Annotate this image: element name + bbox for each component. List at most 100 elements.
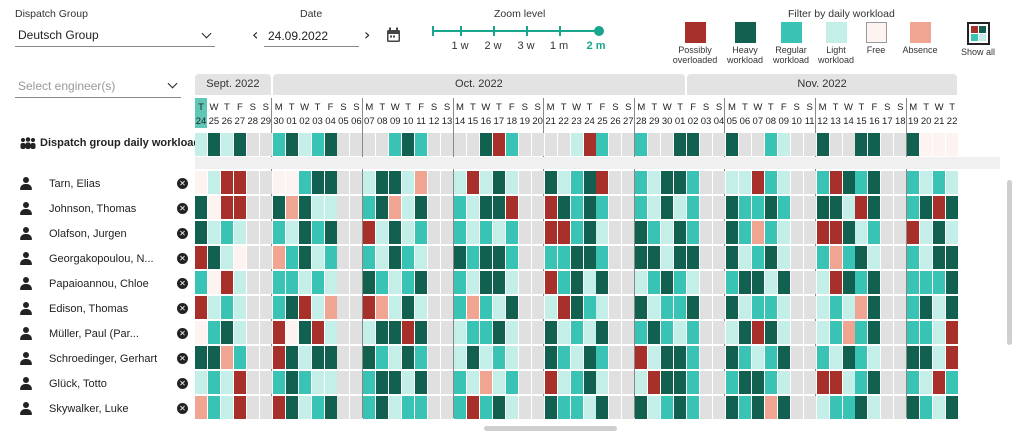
engineer-workload-cell[interactable] xyxy=(829,171,842,194)
engineer-workload-cell[interactable] xyxy=(311,371,324,394)
dispatch-group-select[interactable]: Deutsch Group xyxy=(15,24,215,47)
engineer-workload-cell[interactable] xyxy=(492,321,505,344)
engineer-workload-cell[interactable] xyxy=(764,196,777,219)
engineer-workload-cell[interactable] xyxy=(816,346,829,369)
group-workload-cell[interactable] xyxy=(544,133,557,156)
engineer-workload-cell[interactable] xyxy=(855,296,868,319)
engineer-workload-cell[interactable] xyxy=(881,346,894,369)
filter-possibly-overloaded[interactable]: Possibly overloaded xyxy=(665,22,725,65)
engineer-workload-cell[interactable] xyxy=(687,396,700,419)
engineer-workload-cell[interactable] xyxy=(816,371,829,394)
engineer-workload-cell[interactable] xyxy=(687,371,700,394)
engineer-workload-cell[interactable] xyxy=(246,171,259,194)
engineer-workload-cell[interactable] xyxy=(195,346,207,369)
engineer-workload-cell[interactable] xyxy=(829,346,842,369)
zoom-slider-track[interactable] xyxy=(433,30,599,32)
group-workload-cell[interactable] xyxy=(933,133,946,156)
engineer-workload-cell[interactable] xyxy=(298,196,311,219)
engineer-workload-cell[interactable] xyxy=(454,171,466,194)
engineer-workload-cell[interactable] xyxy=(622,271,635,294)
engineer-workload-cell[interactable] xyxy=(259,221,272,244)
engineer-workload-cell[interactable] xyxy=(907,196,920,219)
group-workload-cell[interactable] xyxy=(570,133,583,156)
group-workload-cell[interactable] xyxy=(816,133,829,156)
engineer-workload-cell[interactable] xyxy=(311,246,324,269)
engineer-workload-cell[interactable] xyxy=(479,246,492,269)
engineer-workload-cell[interactable] xyxy=(894,221,907,244)
engineer-workload-cell[interactable] xyxy=(725,321,738,344)
engineer-workload-cell[interactable] xyxy=(363,296,376,319)
group-workload-cell[interactable] xyxy=(454,133,466,156)
engineer-workload-cell[interactable] xyxy=(441,396,454,419)
engineer-workload-cell[interactable] xyxy=(246,246,259,269)
zoom-option-1m[interactable]: 1 m xyxy=(549,40,569,52)
engineer-workload-cell[interactable] xyxy=(246,221,259,244)
engineer-workload-cell[interactable] xyxy=(570,346,583,369)
engineer-workload-cell[interactable] xyxy=(816,196,829,219)
engineer-workload-cell[interactable] xyxy=(557,371,570,394)
engineer-workload-cell[interactable] xyxy=(583,346,596,369)
engineer-workload-cell[interactable] xyxy=(751,321,764,344)
engineer-workload-cell[interactable] xyxy=(700,271,713,294)
engineer-workload-cell[interactable] xyxy=(855,171,868,194)
engineer-workload-cell[interactable] xyxy=(842,196,855,219)
engineer-workload-cell[interactable] xyxy=(233,346,246,369)
engineer-workload-cell[interactable] xyxy=(272,346,285,369)
engineer-workload-cell[interactable] xyxy=(764,346,777,369)
engineer-workload-cell[interactable] xyxy=(544,396,557,419)
engineer-workload-cell[interactable] xyxy=(402,221,415,244)
horizontal-scrollbar[interactable] xyxy=(484,426,617,431)
engineer-workload-cell[interactable] xyxy=(907,171,920,194)
engineer-workload-cell[interactable] xyxy=(609,396,622,419)
engineer-workload-cell[interactable] xyxy=(518,371,531,394)
engineer-workload-cell[interactable] xyxy=(868,321,881,344)
engineer-workload-cell[interactable] xyxy=(259,321,272,344)
engineer-workload-cell[interactable] xyxy=(894,321,907,344)
engineer-workload-cell[interactable] xyxy=(454,346,466,369)
engineer-workload-cell[interactable] xyxy=(777,271,790,294)
engineer-workload-cell[interactable] xyxy=(311,296,324,319)
engineer-workload-cell[interactable] xyxy=(713,371,725,394)
engineer-workload-cell[interactable] xyxy=(402,271,415,294)
engineer-workload-cell[interactable] xyxy=(389,271,402,294)
engineer-workload-cell[interactable] xyxy=(816,246,829,269)
engineer-workload-cell[interactable] xyxy=(259,296,272,319)
engineer-workload-cell[interactable] xyxy=(389,371,402,394)
engineer-workload-cell[interactable] xyxy=(466,271,479,294)
engineer-workload-cell[interactable] xyxy=(220,296,233,319)
engineer-workload-cell[interactable] xyxy=(441,371,454,394)
engineer-workload-cell[interactable] xyxy=(764,396,777,419)
engineer-workload-cell[interactable] xyxy=(609,171,622,194)
engineer-workload-cell[interactable] xyxy=(881,171,894,194)
engineer-workload-cell[interactable] xyxy=(674,371,687,394)
engineer-workload-cell[interactable] xyxy=(790,171,803,194)
engineer-workload-cell[interactable] xyxy=(195,221,207,244)
engineer-workload-cell[interactable] xyxy=(479,321,492,344)
engineer-workload-cell[interactable] xyxy=(803,196,816,219)
next-date-button[interactable]: › xyxy=(364,25,371,44)
engineer-workload-cell[interactable] xyxy=(700,221,713,244)
engineer-workload-cell[interactable] xyxy=(583,296,596,319)
engineer-workload-cell[interactable] xyxy=(272,321,285,344)
engineer-workload-cell[interactable] xyxy=(751,196,764,219)
engineer-workload-cell[interactable] xyxy=(738,371,751,394)
engineer-workload-cell[interactable] xyxy=(881,371,894,394)
engineer-workload-cell[interactable] xyxy=(337,396,350,419)
engineer-row[interactable]: Olafson, Jurgen ✕ xyxy=(20,221,188,246)
engineer-workload-cell[interactable] xyxy=(790,271,803,294)
engineer-workload-cell[interactable] xyxy=(454,321,466,344)
engineer-workload-cell[interactable] xyxy=(946,171,959,194)
engineer-workload-cell[interactable] xyxy=(764,271,777,294)
engineer-workload-cell[interactable] xyxy=(907,296,920,319)
engineer-workload-cell[interactable] xyxy=(466,346,479,369)
engineer-row[interactable]: Papaioannou, Chloe ✕ xyxy=(20,271,188,296)
engineer-workload-cell[interactable] xyxy=(441,271,454,294)
engineer-workload-cell[interactable] xyxy=(402,371,415,394)
group-workload-cell[interactable] xyxy=(259,133,272,156)
engineer-workload-cell[interactable] xyxy=(272,196,285,219)
engineer-workload-cell[interactable] xyxy=(531,196,544,219)
engineer-workload-cell[interactable] xyxy=(751,171,764,194)
engineer-workload-cell[interactable] xyxy=(570,296,583,319)
engineer-workload-cell[interactable] xyxy=(454,396,466,419)
engineer-workload-cell[interactable] xyxy=(207,246,220,269)
